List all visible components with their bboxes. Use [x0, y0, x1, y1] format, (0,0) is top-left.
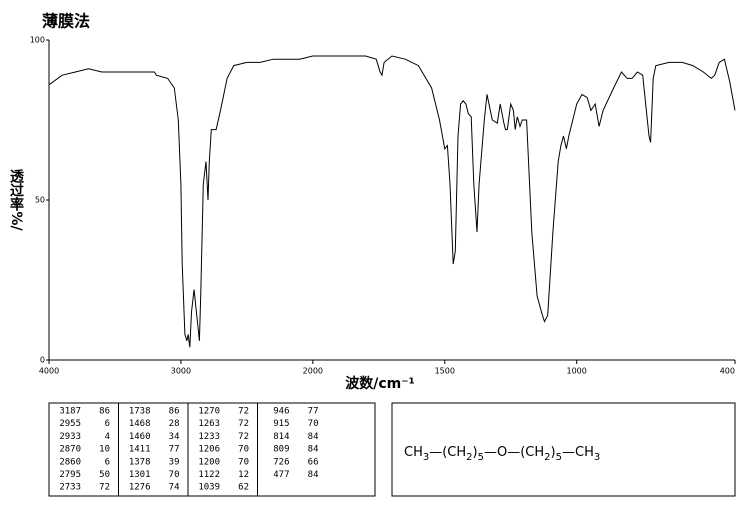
peak-intensity: 39: [169, 457, 180, 467]
formula-subscript: 5: [478, 452, 484, 463]
peak-table-box: [48, 402, 376, 497]
peak-intensity: 84: [308, 445, 319, 455]
x-axis-label: 波数/cm⁻¹: [345, 375, 415, 392]
x-tick-label: 1500: [435, 367, 455, 376]
x-tick-label: 3000: [171, 367, 191, 376]
peak-intensity: 84: [308, 470, 319, 480]
peak-wavenumber: 1378: [129, 457, 151, 467]
peak-wavenumber: 1301: [129, 470, 151, 480]
peak-intensity: 72: [238, 407, 249, 417]
y-tick-label: 50: [35, 196, 45, 205]
formula-subscript: 3: [594, 452, 600, 463]
peak-intensity: 84: [308, 432, 319, 442]
formula-text: —(CH: [429, 445, 466, 460]
x-tick-label: 400: [720, 367, 735, 376]
x-tick-label: 2000: [303, 367, 323, 376]
formula-text: ): [473, 445, 478, 460]
x-tick-label: 4000: [39, 367, 59, 376]
peak-wavenumber: 2870: [59, 445, 81, 455]
peak-wavenumber: 2733: [59, 483, 81, 493]
peak-intensity: 72: [99, 483, 110, 493]
peak-wavenumber: 1270: [198, 407, 220, 417]
peak-intensity: 70: [308, 419, 319, 429]
peak-wavenumber: 1122: [198, 470, 220, 480]
formula-text: CH: [404, 445, 423, 460]
peak-wavenumber: 2955: [59, 419, 81, 429]
peak-intensity: 70: [169, 470, 180, 480]
peak-intensity: 70: [238, 445, 249, 455]
peak-wavenumber: 1276: [129, 483, 151, 493]
peak-intensity: 74: [169, 483, 180, 493]
peak-intensity: 4: [105, 432, 110, 442]
peak-wavenumber: 1468: [129, 419, 151, 429]
structure-box: [391, 402, 736, 497]
formula-subscript: 5: [556, 452, 562, 463]
peak-intensity: 6: [105, 457, 110, 467]
peak-intensity: 66: [308, 457, 319, 467]
peak-wavenumber: 915: [273, 419, 289, 429]
peak-wavenumber: 2795: [59, 470, 81, 480]
y-axis-label: 透过率%/: [8, 169, 24, 231]
peak-intensity: 34: [169, 432, 180, 442]
peak-intensity: 72: [238, 419, 249, 429]
formula-subscript: 2: [466, 452, 472, 463]
peak-intensity: 62: [238, 483, 249, 493]
peak-wavenumber: 2860: [59, 457, 81, 467]
peak-wavenumber: 726: [273, 457, 289, 467]
peak-intensity: 77: [169, 445, 180, 455]
peak-wavenumber: 1411: [129, 445, 151, 455]
peak-intensity: 86: [99, 407, 110, 417]
peak-intensity: 72: [238, 432, 249, 442]
peak-wavenumber: 1460: [129, 432, 151, 442]
peak-wavenumber: 1039: [198, 483, 220, 493]
peak-wavenumber: 1206: [198, 445, 220, 455]
chart-title: 薄膜法: [42, 12, 90, 31]
peak-wavenumber: 1200: [198, 457, 220, 467]
formula-subscript: 3: [423, 452, 429, 463]
formula-text: ): [551, 445, 556, 460]
y-tick-label: 100: [30, 36, 45, 45]
structure-formula: CH3—(CH2)5—O—(CH2)5—CH3: [404, 445, 600, 464]
peak-wavenumber: 946: [273, 407, 289, 417]
peak-wavenumber: 477: [273, 470, 289, 480]
y-tick-label: 0: [40, 356, 45, 365]
x-tick-label: 1000: [567, 367, 587, 376]
peak-intensity: 12: [238, 470, 249, 480]
peak-intensity: 70: [238, 457, 249, 467]
peak-wavenumber: 3187: [59, 407, 81, 417]
peak-intensity: 77: [308, 407, 319, 417]
peak-intensity: 10: [99, 445, 110, 455]
formula-text: —O—(CH: [484, 445, 544, 460]
peak-wavenumber: 809: [273, 445, 289, 455]
peak-wavenumber: 1263: [198, 419, 220, 429]
peak-wavenumber: 814: [273, 432, 289, 442]
peak-intensity: 28: [169, 419, 180, 429]
spectrum-line: [48, 55, 736, 348]
peak-intensity: 50: [99, 470, 110, 480]
formula-text: —CH: [562, 445, 594, 460]
formula-subscript: 2: [544, 452, 550, 463]
peak-intensity: 86: [169, 407, 180, 417]
peak-intensity: 6: [105, 419, 110, 429]
peak-wavenumber: 1738: [129, 407, 151, 417]
peak-wavenumber: 1233: [198, 432, 220, 442]
peak-wavenumber: 2933: [59, 432, 81, 442]
